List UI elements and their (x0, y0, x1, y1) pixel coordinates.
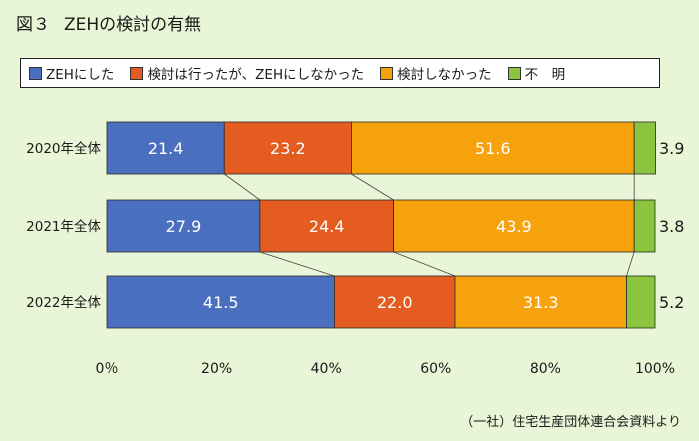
legend-label: 検討は行ったが、ZEHにしなかった (147, 67, 365, 83)
legend-swatch (380, 66, 394, 80)
source-note: （一社）住宅生産団体連合会資料より (460, 415, 681, 430)
data-label: 41.5 (203, 293, 239, 312)
x-tick-label: 20% (201, 361, 232, 377)
legend-label: ZEHにした (46, 67, 115, 83)
figure-title: 図３ ZEHの検討の有無 (16, 10, 201, 35)
connector-line (351, 173, 394, 201)
legend-item: 検討しなかった (380, 63, 492, 83)
x-tick-label: 100% (635, 361, 675, 377)
figure-number: 図３ (16, 15, 50, 35)
bar-segment (223, 121, 352, 175)
legend-item: 不 明 (507, 63, 566, 83)
connector-line (626, 251, 635, 277)
data-label: 27.9 (166, 217, 202, 236)
x-tick-label: 80% (530, 361, 561, 377)
figure-title-text: ZEHの検討の有無 (64, 15, 202, 35)
bar-segment (633, 121, 656, 175)
data-label: 31.3 (523, 293, 559, 312)
legend-label: 不 明 (524, 67, 566, 83)
data-label: 23.2 (270, 139, 306, 158)
bar-segment (106, 275, 335, 329)
bar-segment (454, 275, 627, 329)
connector-line (224, 173, 261, 201)
bar-segment (393, 199, 635, 253)
data-label: 3.9 (659, 139, 684, 158)
data-label: 24.4 (309, 217, 345, 236)
x-tick-label: 60% (420, 361, 451, 377)
legend-swatch (507, 66, 521, 80)
data-label: 22.0 (377, 293, 413, 312)
bar-segment (259, 199, 395, 253)
data-label: 51.6 (475, 139, 511, 158)
legend-item: ZEHにした (29, 63, 114, 83)
x-tick-label: 40% (311, 361, 342, 377)
data-label: 5.2 (659, 293, 684, 312)
legend-swatch (130, 66, 144, 80)
data-label: 43.9 (496, 217, 532, 236)
x-tick-label: 0％ (96, 361, 119, 377)
chart-legend: ZEHにした 検討は行ったが、ZEHにしなかった 検討しなかった 不 明 (20, 58, 660, 88)
connector-line (259, 251, 335, 277)
data-label: 21.4 (148, 139, 184, 158)
data-label: 3.8 (659, 217, 684, 236)
legend-label: 検討しなかった (397, 67, 492, 83)
connector-line (393, 251, 456, 277)
bar-segment (633, 199, 656, 253)
legend-swatch (29, 66, 42, 80)
bar-segment (351, 121, 635, 175)
category-label: 2022年全体 (26, 294, 101, 311)
bar-segment (106, 121, 225, 175)
bar-segment (626, 275, 656, 329)
category-label: 2021年全体 (26, 218, 101, 235)
legend-item: 検討は行ったが、ZEHにしなかった (130, 63, 364, 83)
category-label: 2020年全体 (26, 140, 101, 157)
bar-segment (334, 275, 456, 329)
bar-segment (106, 199, 261, 253)
